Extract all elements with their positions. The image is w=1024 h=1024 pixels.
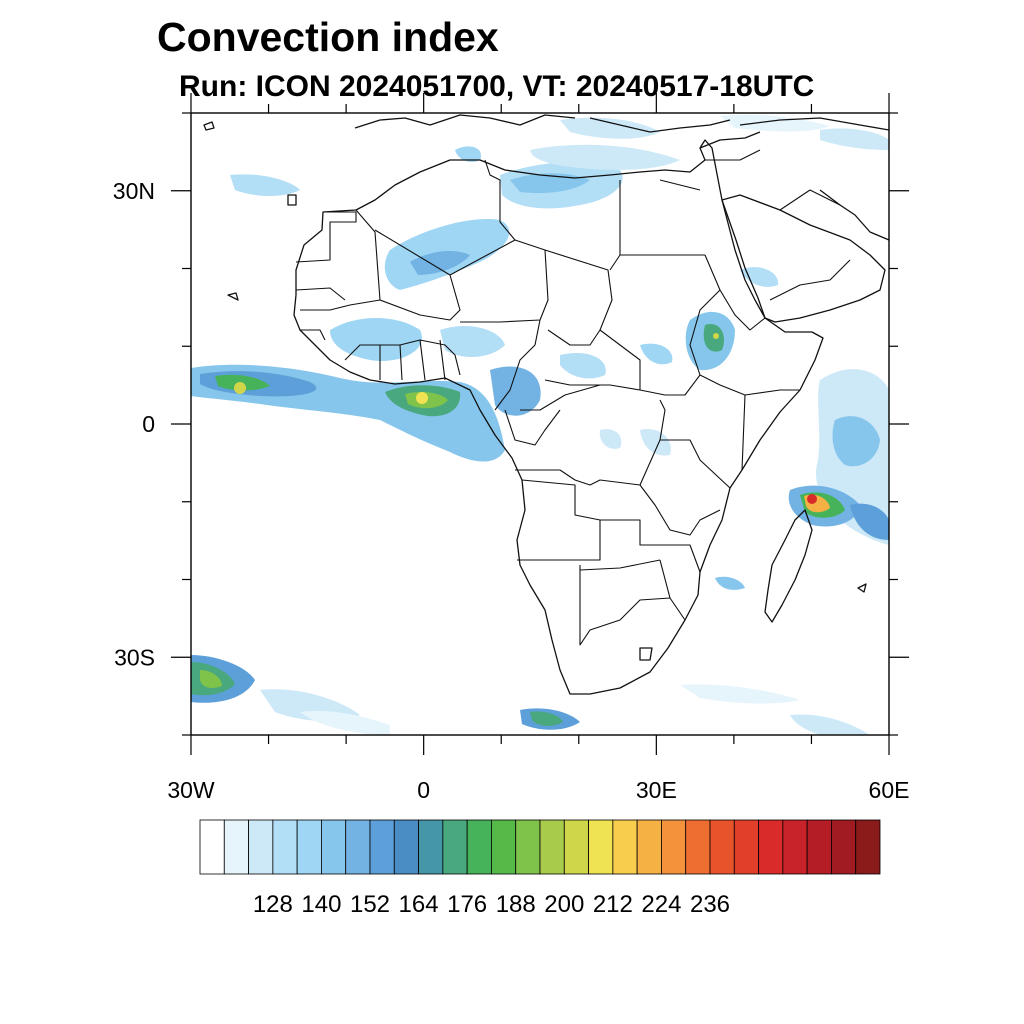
y-tick-label: 30N bbox=[113, 178, 155, 204]
colorbar-label: 212 bbox=[593, 891, 633, 918]
axis-ticks bbox=[171, 93, 909, 755]
colorbar-swatch bbox=[831, 819, 857, 875]
colorbar-swatch bbox=[661, 819, 687, 875]
colorbar-label: 128 bbox=[253, 891, 293, 918]
colorbar-labels: 128 140 152 164 176 188 200 212 224 236 bbox=[253, 891, 730, 918]
colorbar-swatch bbox=[369, 819, 395, 875]
colorbar-swatch bbox=[782, 819, 808, 875]
colorbar-swatch bbox=[806, 819, 832, 875]
colorbar-swatch bbox=[442, 819, 468, 875]
colorbar-swatch bbox=[296, 819, 322, 875]
colorbar-swatch bbox=[321, 819, 347, 875]
colorbar-swatch bbox=[539, 819, 565, 875]
coastlines bbox=[203, 114, 889, 695]
colorbar-swatch bbox=[418, 819, 444, 875]
x-tick-label: 30W bbox=[167, 777, 215, 803]
colorbar-swatch bbox=[855, 819, 881, 875]
colorbar-swatch bbox=[345, 819, 371, 875]
colorbar-swatch bbox=[393, 819, 419, 875]
convection-field bbox=[191, 114, 889, 735]
colorbar-swatch bbox=[466, 819, 492, 875]
colorbar-label: 200 bbox=[544, 891, 584, 918]
colorbar-swatch bbox=[248, 819, 274, 875]
colorbar-swatch bbox=[636, 819, 662, 875]
colorbar-label: 140 bbox=[301, 891, 341, 918]
colorbar-label: 152 bbox=[350, 891, 390, 918]
colorbar-swatch bbox=[733, 819, 759, 875]
colorbar-swatch bbox=[563, 819, 589, 875]
colorbar-swatch bbox=[612, 819, 638, 875]
colorbar-swatch bbox=[199, 819, 225, 875]
colorbar bbox=[199, 819, 881, 875]
colorbar-label: 224 bbox=[641, 891, 681, 918]
colorbar-swatch bbox=[685, 819, 711, 875]
y-tick-label: 30S bbox=[114, 644, 155, 670]
map-title: Convection index bbox=[157, 14, 499, 60]
colorbar-swatch bbox=[709, 819, 735, 875]
x-tick-label: 30E bbox=[636, 777, 677, 803]
axis-labels: 30W 0 30E 60E 30N 0 30S bbox=[113, 178, 910, 803]
colorbar-swatch bbox=[491, 819, 517, 875]
country-borders bbox=[295, 149, 851, 646]
x-tick-label: 60E bbox=[869, 777, 910, 803]
colorbar-label: 188 bbox=[496, 891, 536, 918]
colorbar-swatch bbox=[758, 819, 784, 875]
colorbar-swatch bbox=[515, 819, 541, 875]
colorbar-swatch bbox=[272, 819, 298, 875]
colorbar-swatch bbox=[588, 819, 614, 875]
colorbar-swatch bbox=[223, 819, 249, 875]
colorbar-label: 236 bbox=[690, 891, 730, 918]
colorbar-label: 176 bbox=[447, 891, 487, 918]
map-subtitle: Run: ICON 2024051700, VT: 20240517-18UTC bbox=[179, 70, 815, 103]
x-tick-label: 0 bbox=[417, 777, 430, 803]
colorbar-label: 164 bbox=[399, 891, 439, 918]
y-tick-label: 0 bbox=[142, 411, 155, 437]
